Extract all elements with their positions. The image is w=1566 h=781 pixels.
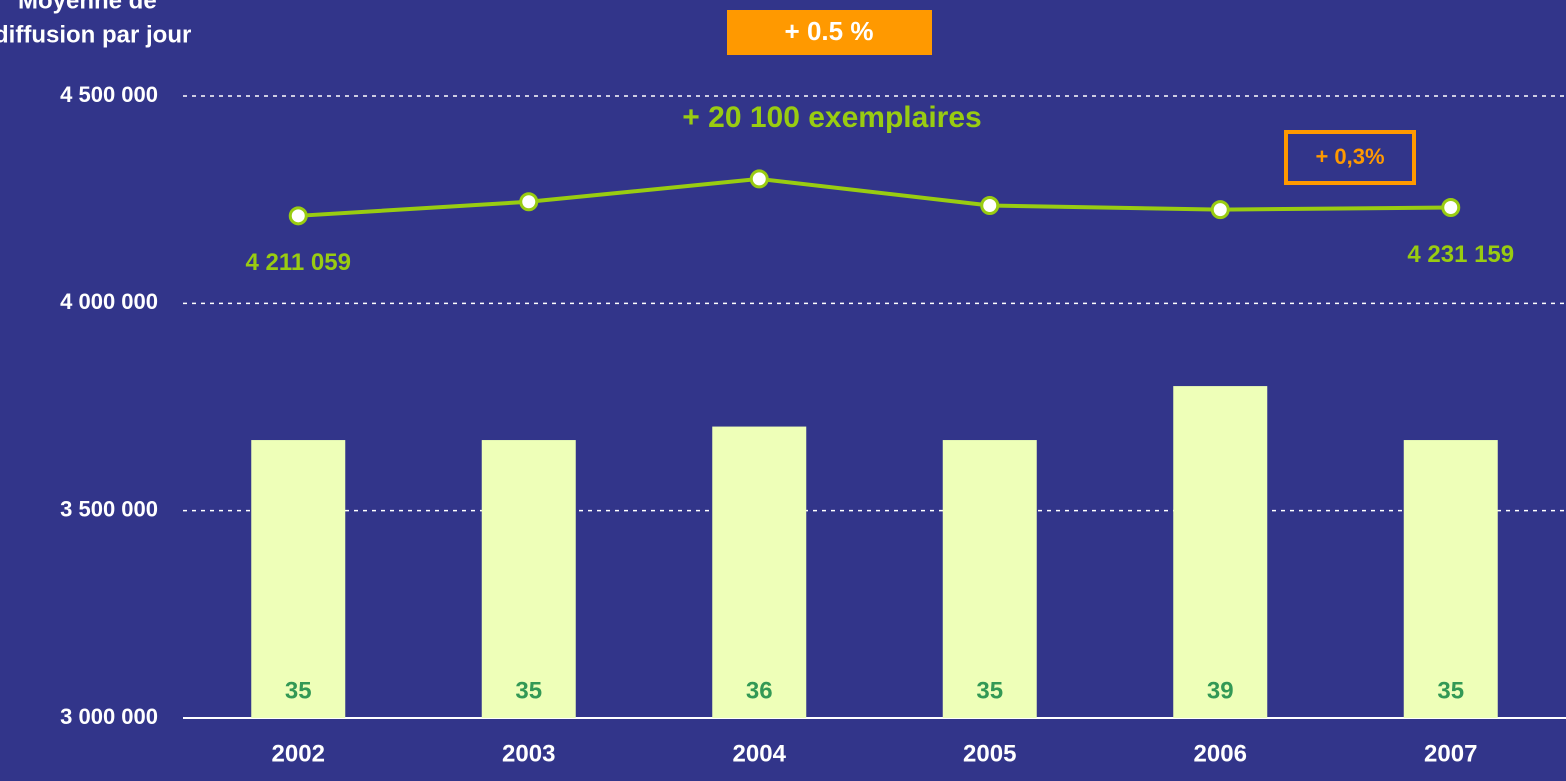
- line-point: [1210, 200, 1230, 220]
- bar: [251, 440, 346, 718]
- annotation: + 20 100 exemplaires: [682, 101, 981, 134]
- y-tick-label: 4 000 000: [60, 289, 158, 314]
- bar: [1173, 386, 1268, 718]
- bar-value-label: 35: [1437, 677, 1464, 704]
- annotation: + 0.5 %: [785, 16, 874, 46]
- line-point: [519, 192, 539, 212]
- annotation-box: [727, 10, 932, 55]
- bar: [942, 440, 1037, 718]
- bar-value-label: 36: [746, 677, 773, 704]
- x-tick-label: 2002: [272, 740, 325, 767]
- x-tick-label: 2006: [1194, 740, 1247, 767]
- x-tick-label: 2007: [1424, 740, 1477, 767]
- y-axis-label: Moyenne de: [18, 0, 157, 14]
- y-axis-label: diffusion par jour: [0, 21, 191, 48]
- line: [298, 176, 1451, 218]
- line-point: [1441, 197, 1461, 217]
- line-point: [288, 206, 308, 226]
- bar-value-label: 39: [1207, 677, 1234, 704]
- annotation-box: [1284, 130, 1416, 185]
- line-value-label: 4 211 059: [246, 249, 351, 276]
- y-tick-label: 3 000 000: [60, 704, 158, 729]
- y-tick-label: 3 500 000: [60, 496, 158, 521]
- line-value-label: 4 231 159: [1407, 241, 1514, 268]
- line-point: [749, 169, 769, 189]
- x-tick-label: 2003: [502, 740, 555, 767]
- bar-value-label: 35: [976, 677, 1003, 704]
- y-tick-label: 4 500 000: [60, 82, 158, 107]
- bar: [481, 440, 576, 718]
- line-point: [980, 195, 1000, 215]
- bar-value-label: 35: [515, 677, 542, 704]
- bar: [1403, 440, 1498, 718]
- bar-value-label: 35: [285, 677, 312, 704]
- x-tick-label: 2005: [963, 740, 1016, 767]
- annotation: + 0,3%: [1315, 144, 1384, 169]
- bar: [712, 426, 807, 718]
- x-tick-label: 2004: [733, 740, 787, 767]
